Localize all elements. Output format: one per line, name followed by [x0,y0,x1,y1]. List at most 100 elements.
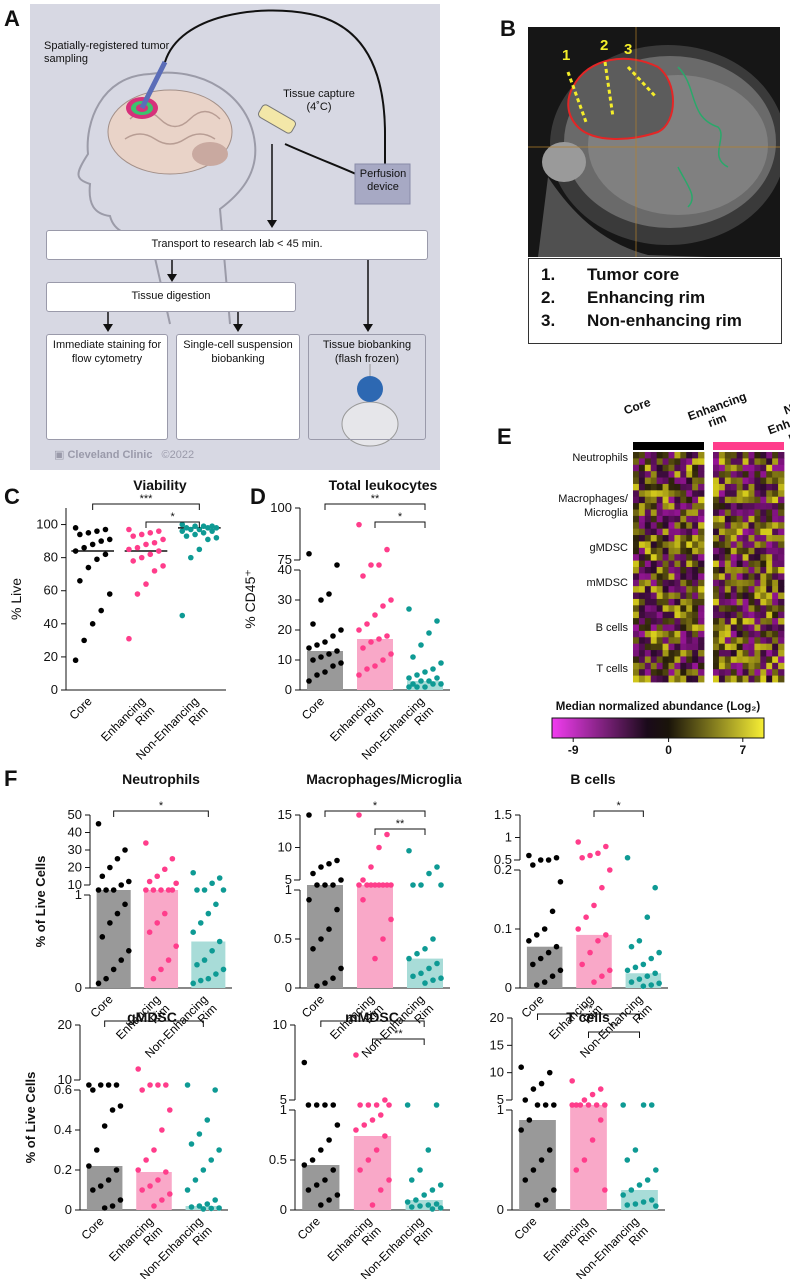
data-point [98,607,104,614]
data-point [429,1187,436,1193]
heatmap-cell [754,496,761,504]
heatmap-cell [644,452,652,459]
data-point [388,916,394,923]
heatmap-cell [736,605,743,613]
heatmap-cell [730,464,738,472]
heatmap-cell [736,573,743,581]
staining-box: Immediate staining for flow cytometry [46,334,168,440]
data-point [190,869,196,876]
data-point [109,1203,116,1209]
heatmap-cell [644,535,652,542]
heatmap-cell [686,618,693,625]
significance-bracket [104,1020,204,1027]
data-point [653,1167,659,1173]
data-point [597,1117,604,1123]
heatmap-cell [656,675,663,683]
heatmap-cell [633,471,640,478]
data-point [593,1102,600,1108]
heatmap-cell [644,675,652,683]
data-point [408,1204,415,1210]
heatmap-cell [662,605,669,613]
heatmap-cell [742,490,749,498]
heatmap-cell [638,624,646,632]
heatmap-cell [644,471,652,478]
data-point [575,839,582,845]
data-point [81,544,87,551]
heatmap-cell [674,567,681,574]
data-point [549,973,556,979]
heatmap-cell [668,458,675,466]
heatmap-cell [772,528,779,536]
heatmap-cell [650,535,658,542]
heatmap-cell [713,477,720,485]
y-tick-label: 0.2 [494,862,512,877]
heatmap-cell [718,547,726,555]
data-point [166,1191,173,1197]
data-point [518,1127,524,1133]
heatmap-cell [718,541,726,549]
data-point [382,1097,388,1103]
heatmap-cell [674,656,681,664]
panel-label-f: F [4,766,18,791]
heatmap-cell [766,573,773,581]
data-point [353,1127,359,1133]
data-point [216,938,223,945]
heatmap-cell [686,483,693,491]
marker-1: 1 [562,47,571,64]
panel-label-b: B [500,16,516,41]
data-point [159,1197,165,1203]
significance-label: ** [396,818,405,830]
data-point [213,534,220,541]
heatmap-cell [680,567,687,574]
heatmap-cell [633,579,640,587]
data-point [318,936,324,942]
heatmap-cell [692,592,699,600]
heatmap-cell [662,471,669,478]
data-point [406,675,412,681]
data-point [155,1177,161,1183]
heatmap-cell [736,547,743,555]
data-point [305,1187,312,1193]
panel-label-c: C [4,484,20,509]
heatmap-cell [633,624,640,632]
heatmap-cell [724,541,732,549]
heatmap-cell [698,554,705,562]
heatmap-cell [754,547,761,555]
data-point [589,1137,596,1143]
heatmap-cell [638,579,646,587]
heatmap-cell [656,656,663,664]
heatmap-cell [680,579,687,587]
data-point [205,536,211,543]
heatmap-cell [686,547,693,555]
heatmap-cell [730,496,738,504]
heatmap-cell [644,483,652,491]
bar-1 [143,890,179,988]
heatmap-cell [644,509,652,517]
heatmap-cell [680,586,687,593]
heatmap-cell [772,579,779,587]
heatmap-cell [754,541,761,549]
heatmap-cell [730,503,738,510]
x-tick-line: Core [299,992,328,1021]
data-point [648,955,655,962]
heatmap-cell [742,522,749,530]
heatmap-cell [656,605,663,613]
heatmap-cell [633,503,640,510]
data-point [422,980,428,986]
heatmap-cell [633,605,640,613]
heatmap-cell [633,535,640,542]
heatmap-cell [730,483,738,491]
data-point [77,531,83,538]
heatmap-cell [730,650,738,657]
heatmap-cell [698,630,705,638]
heatmap-cell [650,541,658,549]
heatmap-cell [718,464,726,472]
data-point [183,525,190,531]
data-point [388,882,394,888]
heatmap-cell [633,662,640,670]
heatmap-cell [698,496,705,504]
heatmap-cell [754,458,761,466]
heatmap-cell [650,618,658,625]
bar-1 [353,1136,392,1210]
x-tick-label: Core [299,694,328,723]
